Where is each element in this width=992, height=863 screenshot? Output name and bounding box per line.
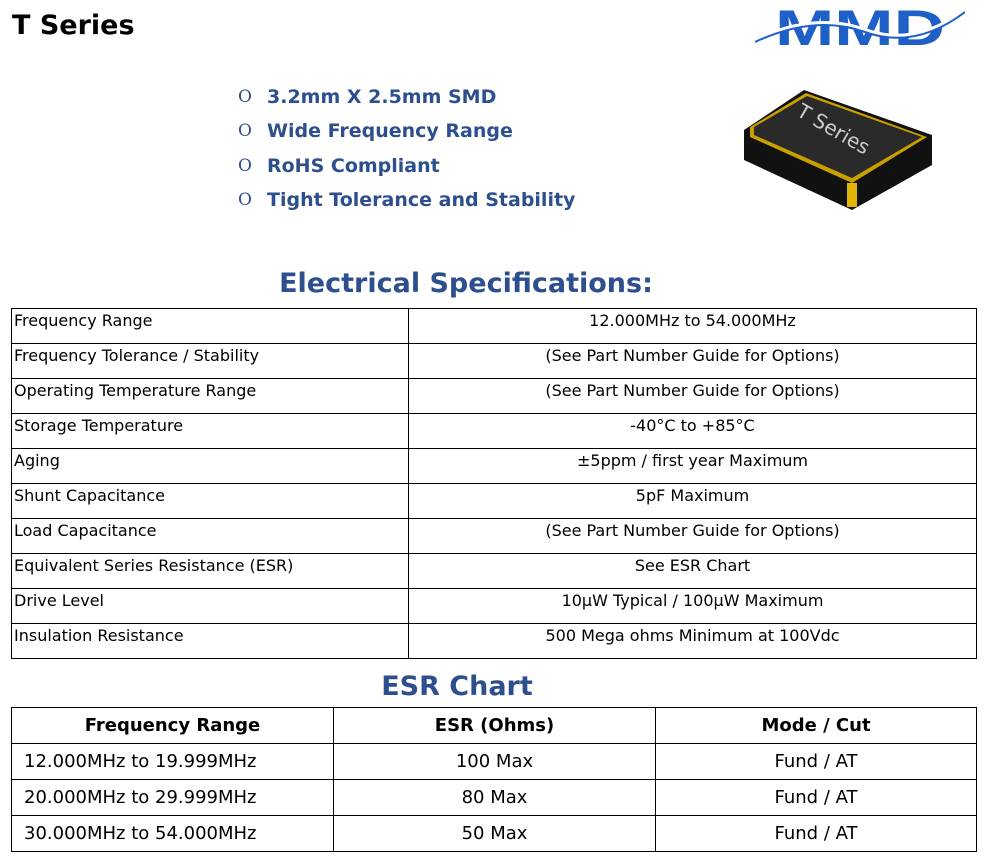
spec-value: 5pF Maximum	[408, 483, 977, 519]
esr-chart-heading: ESR Chart	[381, 671, 533, 702]
feature-item: O Tight Tolerance and Stability	[238, 189, 576, 211]
esr-chart-table: Frequency Range ESR (Ohms) Mode / Cut 12…	[11, 707, 977, 852]
spec-value: (See Part Number Guide for Options)	[408, 343, 977, 379]
table-row: Insulation Resistance 500 Mega ohms Minim…	[11, 623, 977, 659]
table-row: Drive Level 10µW Typical / 100µW Maximum	[11, 588, 977, 624]
column-header: Mode / Cut	[655, 707, 977, 744]
esr-cell: 80 Max	[333, 779, 656, 816]
mode-cut-cell: Fund / AT	[655, 779, 977, 816]
spec-label: Equivalent Series Resistance (ESR)	[11, 553, 409, 589]
table-row: 20.000MHz to 29.999MHz 80 Max Fund / AT	[11, 779, 977, 816]
table-header-row: Frequency Range ESR (Ohms) Mode / Cut	[11, 707, 977, 744]
table-row: Frequency Range 12.000MHz to 54.000MHz	[11, 308, 977, 344]
spec-value: (See Part Number Guide for Options)	[408, 518, 977, 554]
table-row: 12.000MHz to 19.999MHz 100 Max Fund / AT	[11, 743, 977, 780]
spec-value: 10µW Typical / 100µW Maximum	[408, 588, 977, 624]
spec-value: ±5ppm / first year Maximum	[408, 448, 977, 484]
spec-value: (See Part Number Guide for Options)	[408, 378, 977, 414]
spec-label: Insulation Resistance	[11, 623, 409, 659]
table-row: Load Capacitance (See Part Number Guide f…	[11, 518, 977, 554]
frequency-range-cell: 12.000MHz to 19.999MHz	[11, 743, 334, 780]
electrical-specs-table: Frequency Range 12.000MHz to 54.000MHz Fre…	[11, 308, 977, 659]
feature-item: O 3.2mm X 2.5mm SMD	[238, 86, 497, 108]
page-title: T Series	[12, 10, 135, 41]
feature-item: O RoHS Compliant	[238, 155, 440, 177]
spec-value: -40°C to +85°C	[408, 413, 977, 449]
esr-cell: 50 Max	[333, 815, 656, 852]
spec-label: Frequency Range	[11, 308, 409, 344]
table-row: Operating Temperature Range (See Part Num…	[11, 378, 977, 414]
column-header: ESR (Ohms)	[333, 707, 656, 744]
spec-label: Storage Temperature	[11, 413, 409, 449]
frequency-range-cell: 20.000MHz to 29.999MHz	[11, 779, 334, 816]
esr-cell: 100 Max	[333, 743, 656, 780]
table-row: Aging ±5ppm / first year Maximum	[11, 448, 977, 484]
frequency-range-cell: 30.000MHz to 54.000MHz	[11, 815, 334, 852]
column-header: Frequency Range	[11, 707, 334, 744]
spec-value: 12.000MHz to 54.000MHz	[408, 308, 977, 344]
spec-label: Drive Level	[11, 588, 409, 624]
spec-label: Frequency Tolerance / Stability	[11, 343, 409, 379]
spec-value: See ESR Chart	[408, 553, 977, 589]
electrical-specs-heading: Electrical Specifications:	[279, 268, 653, 299]
table-row: Equivalent Series Resistance (ESR) See ES…	[11, 553, 977, 589]
product-image: T Series	[744, 90, 932, 210]
spec-label: Aging	[11, 448, 409, 484]
feature-item: O Wide Frequency Range	[238, 120, 513, 142]
table-row: 30.000MHz to 54.000MHz 50 Max Fund / AT	[11, 815, 977, 852]
spec-label: Operating Temperature Range	[11, 378, 409, 414]
table-row: Shunt Capacitance 5pF Maximum	[11, 483, 977, 519]
mode-cut-cell: Fund / AT	[655, 743, 977, 780]
spec-label: Shunt Capacitance	[11, 483, 409, 519]
mmd-logo: MMD	[755, 2, 965, 50]
table-row: Frequency Tolerance / Stability (See Part…	[11, 343, 977, 379]
spec-label: Load Capacitance	[11, 518, 409, 554]
spec-value: 500 Mega ohms Minimum at 100Vdc	[408, 623, 977, 659]
table-row: Storage Temperature -40°C to +85°C	[11, 413, 977, 449]
mode-cut-cell: Fund / AT	[655, 815, 977, 852]
